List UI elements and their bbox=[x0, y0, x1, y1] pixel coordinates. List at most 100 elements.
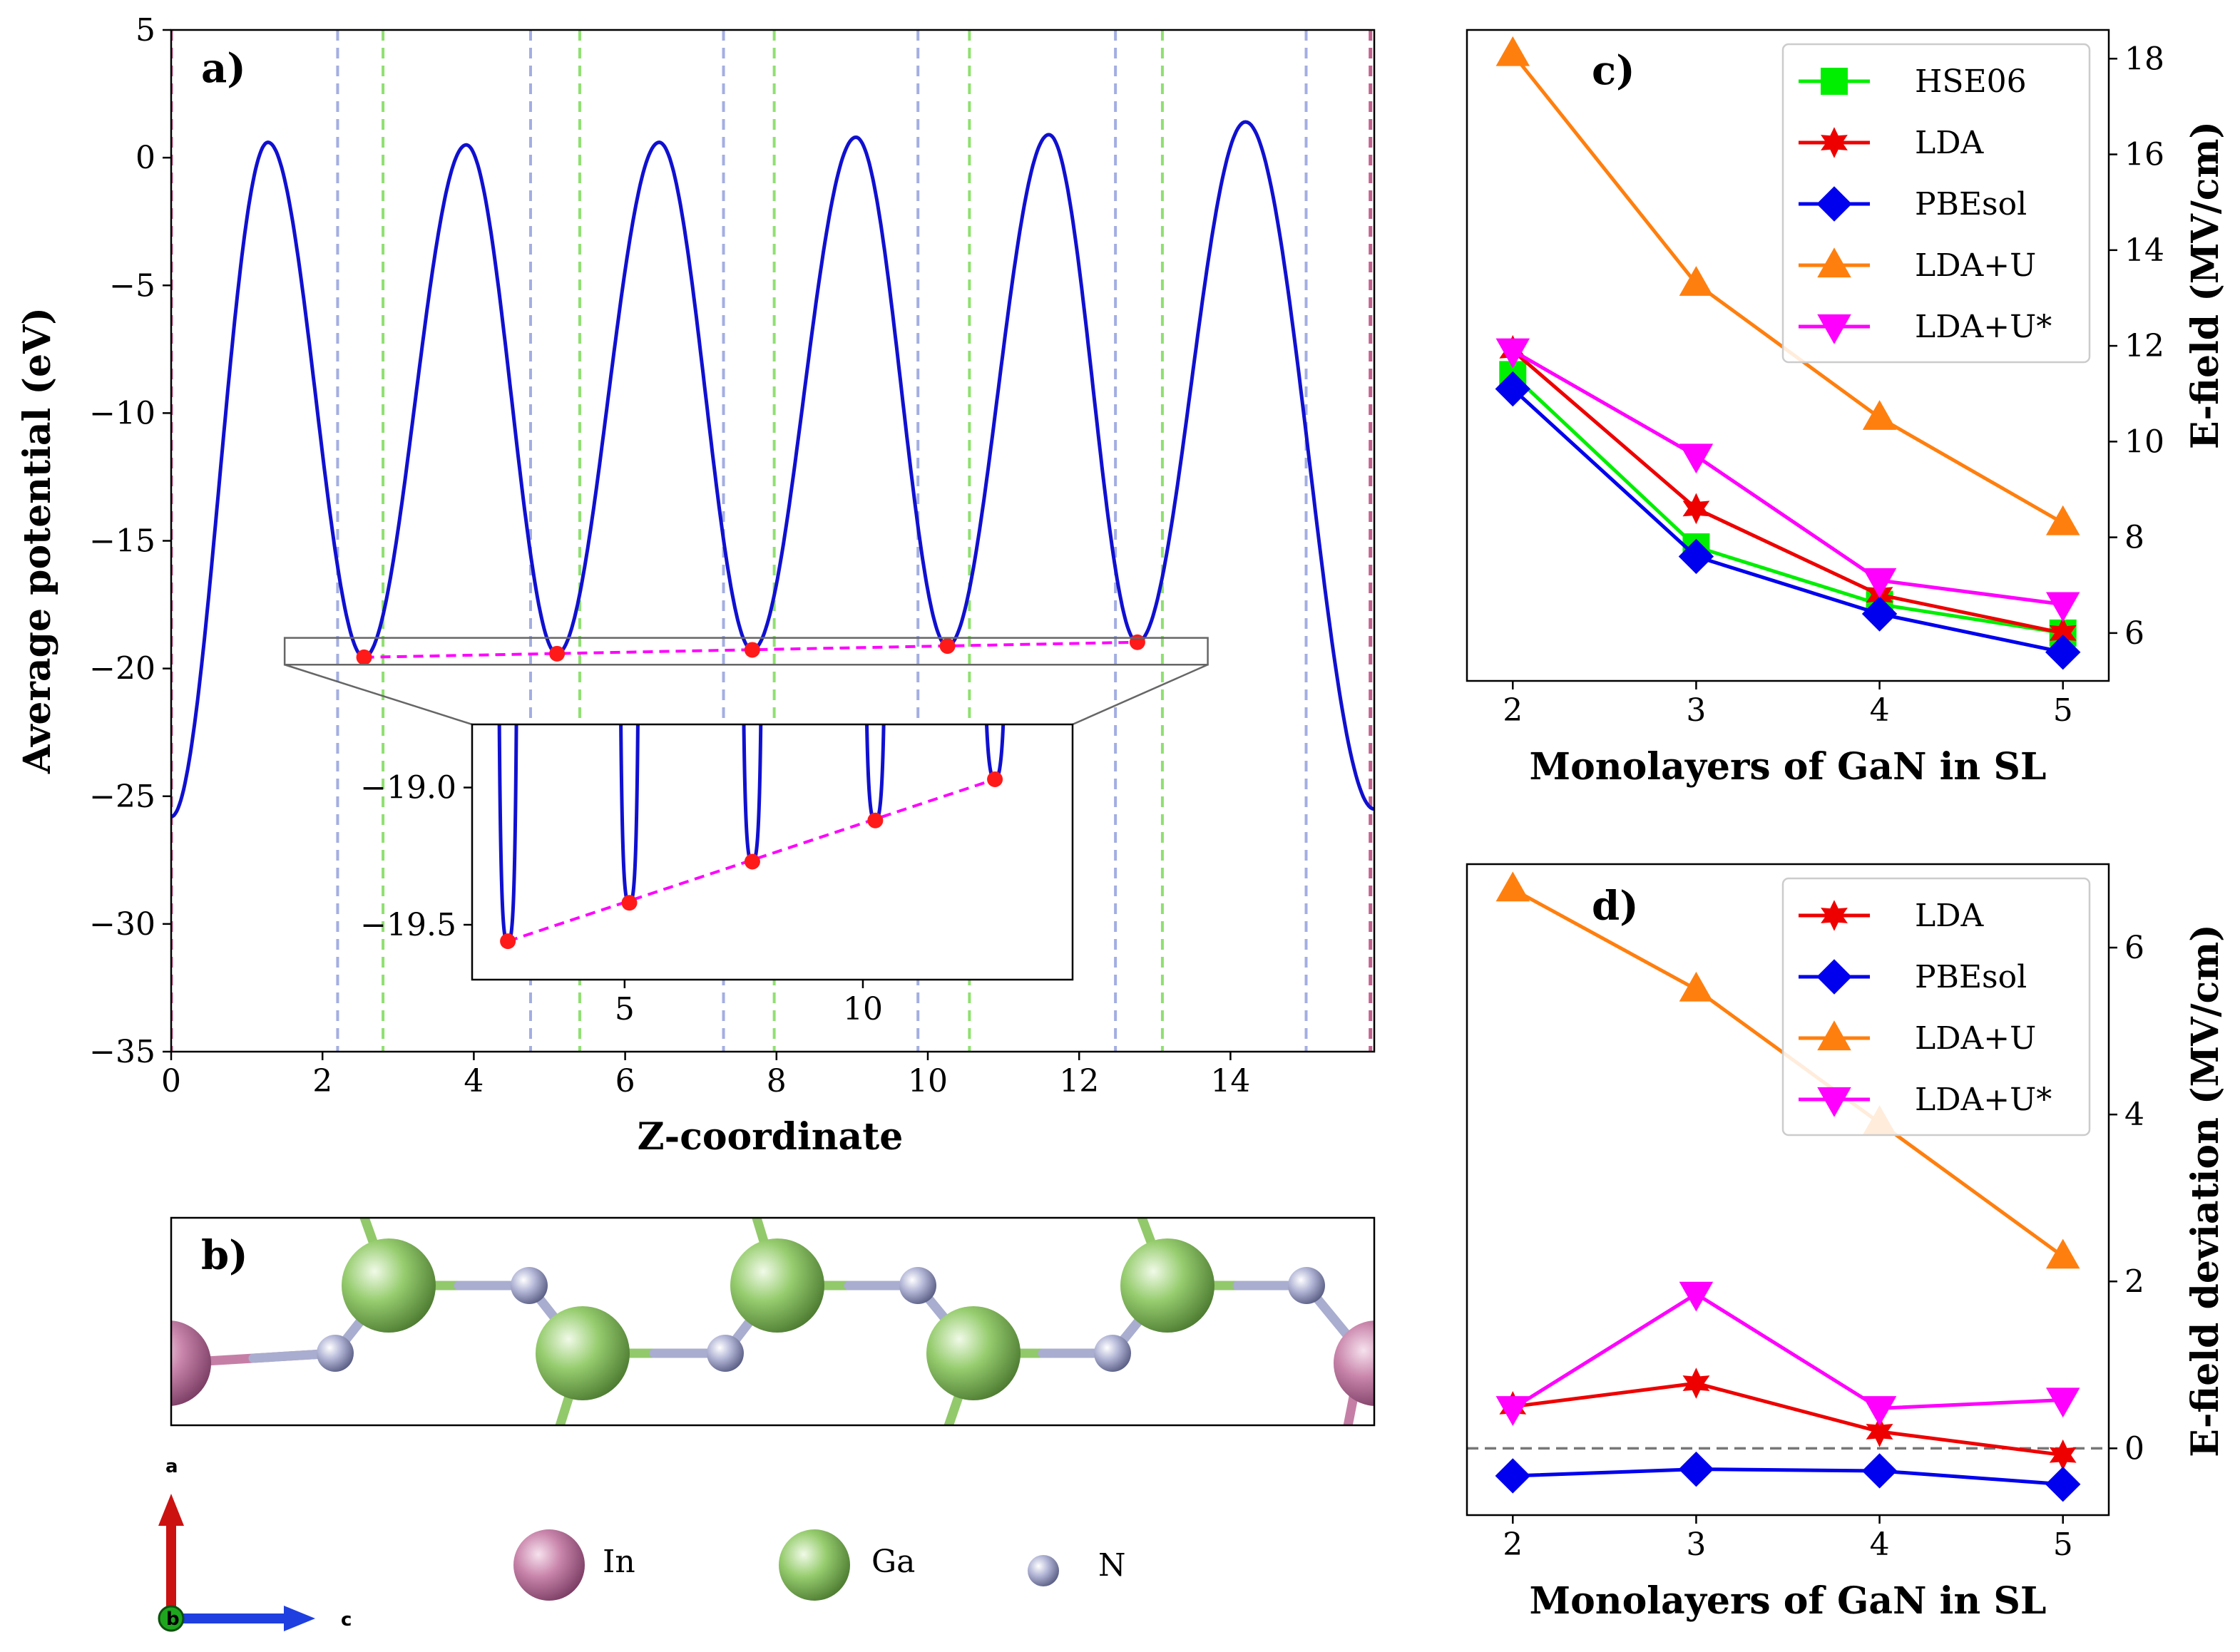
d-data-point bbox=[2049, 1439, 2077, 1471]
d-y-ticks: 0 2 4 6 bbox=[2109, 930, 2144, 1467]
b-atom-n bbox=[899, 1267, 936, 1304]
d-data-point bbox=[2045, 1387, 2080, 1418]
d-x-tick-label: 2 bbox=[1503, 1527, 1523, 1563]
c-series-pbesol bbox=[1495, 371, 2081, 670]
a-minimum-point bbox=[744, 642, 760, 658]
c-x-axis-label: Monolayers of GaN in SL bbox=[1530, 745, 2047, 789]
a-x-ticks: 0 2 4 6 8 10 12 14 bbox=[161, 1052, 1250, 1099]
d-legend-label: LDA+U bbox=[1915, 1020, 2036, 1057]
d-data-point bbox=[1495, 871, 1530, 902]
c-data-point bbox=[2045, 505, 2080, 535]
c-data-point bbox=[2045, 635, 2081, 670]
c-series-line bbox=[1511, 373, 2064, 635]
d-legend-label: LDA+U* bbox=[1915, 1082, 2052, 1118]
d-data-point bbox=[2045, 1466, 2081, 1502]
a-x-tick-label: 10 bbox=[908, 1063, 948, 1099]
legend-n-label: N bbox=[1098, 1547, 1126, 1584]
d-x-ticks: 2 3 4 5 bbox=[1503, 1515, 2073, 1563]
a-x-axis-label: Z-coordinate bbox=[638, 1115, 904, 1159]
c-legend-box bbox=[1781, 43, 2091, 364]
c-legend-marker bbox=[1816, 186, 1852, 222]
a-x-tick-label: 2 bbox=[312, 1063, 332, 1099]
a-inset-point bbox=[500, 933, 516, 950]
c-y-tick-label: 6 bbox=[2124, 615, 2144, 652]
c-series-line bbox=[1511, 349, 2064, 635]
d-legend-label: LDA bbox=[1915, 898, 1984, 934]
b-atom-n bbox=[511, 1267, 548, 1304]
panel-d: 2 3 4 5 0 2 4 6 d) Monolayers of GaN in SL E-f… bbox=[1466, 863, 2227, 1623]
d-y-tick-label: 2 bbox=[2124, 1263, 2144, 1300]
a-minimum-point bbox=[939, 638, 956, 655]
d-legend-label: PBEsol bbox=[1915, 959, 2027, 995]
d-axes-frame bbox=[1466, 863, 2110, 1517]
a-minima-points bbox=[356, 634, 1145, 665]
c-data-point bbox=[1495, 338, 1530, 369]
a-y-axis-label: Average potential (eV) bbox=[16, 307, 59, 774]
b-atom-legend: In Ga N bbox=[513, 1529, 1126, 1601]
d-data-point bbox=[1866, 1416, 1893, 1447]
b-atom-ga bbox=[342, 1238, 436, 1333]
axis-b-label: b bbox=[166, 1609, 180, 1630]
a-zoom-connector bbox=[284, 664, 473, 726]
legend-ga-swatch bbox=[779, 1529, 850, 1601]
a-panel-label: a) bbox=[201, 45, 246, 92]
c-x-tick-label: 5 bbox=[2053, 692, 2073, 729]
legend-in-swatch bbox=[513, 1529, 585, 1601]
c-data-point bbox=[2045, 592, 2080, 622]
c-y-tick-label: 16 bbox=[2124, 137, 2164, 173]
a-inset-x-ticks: 5 10 bbox=[615, 980, 883, 1027]
d-legend-marker bbox=[1816, 959, 1852, 995]
c-data-point bbox=[1495, 36, 1530, 66]
a-minimum-point bbox=[356, 649, 372, 665]
axis-a-arrowhead bbox=[158, 1494, 184, 1526]
a-y-tick-label: −20 bbox=[89, 651, 155, 687]
d-y-tick-label: 4 bbox=[2124, 1097, 2144, 1133]
b-atom-ga bbox=[536, 1306, 630, 1400]
d-panel-label: d) bbox=[1592, 883, 1639, 930]
d-series bbox=[1495, 871, 2081, 1502]
b-atom-in bbox=[1334, 1320, 1374, 1406]
a-y-tick-label: −15 bbox=[89, 523, 155, 560]
a-x-tick-label: 0 bbox=[161, 1063, 181, 1099]
c-legend-label: HSE06 bbox=[1915, 63, 2027, 100]
c-x-tick-label: 3 bbox=[1686, 692, 1706, 729]
b-atom-in bbox=[171, 1320, 211, 1406]
a-y-tick-label: 0 bbox=[135, 140, 155, 176]
c-series-line bbox=[1512, 349, 2064, 607]
a-zoom-connector bbox=[1072, 664, 1209, 726]
c-data-point bbox=[1678, 538, 1714, 575]
c-y-ticks: 6 8 10 12 14 16 18 bbox=[2109, 41, 2164, 652]
b-panel-label: b) bbox=[201, 1232, 248, 1279]
b-atom-n bbox=[707, 1335, 744, 1372]
c-data-point bbox=[1862, 400, 1897, 430]
d-series-line bbox=[1511, 1291, 2063, 1410]
c-series-line bbox=[1511, 387, 2064, 655]
c-data-point bbox=[2049, 617, 2077, 649]
a-y-tick-label: −35 bbox=[89, 1034, 155, 1070]
a-y-ticks: 5 0 −5 −10 −15 −20 −25 −30 −35 bbox=[89, 12, 171, 1070]
d-legend-marker bbox=[1821, 900, 1848, 931]
c-legend-label: LDA bbox=[1915, 125, 1984, 161]
c-y-tick-label: 12 bbox=[2124, 328, 2164, 364]
a-minimum-point bbox=[549, 645, 566, 662]
legend-n-swatch bbox=[1028, 1555, 1059, 1586]
legend-ga-label: Ga bbox=[871, 1544, 915, 1580]
a-inset-x-tick-label: 10 bbox=[843, 991, 883, 1027]
a-y-tick-label: −10 bbox=[89, 395, 155, 431]
d-x-axis-label: Monolayers of GaN in SL bbox=[1530, 1579, 2047, 1623]
c-data-point bbox=[1861, 596, 1898, 632]
a-y-tick-label: −5 bbox=[109, 267, 155, 304]
b-atom-n bbox=[317, 1335, 354, 1372]
c-legend-marker bbox=[1817, 247, 1851, 278]
a-inset-frame bbox=[471, 723, 1074, 981]
d-data-point bbox=[1679, 971, 1714, 1002]
d-data-point bbox=[1862, 1396, 1897, 1426]
a-inset-point bbox=[744, 853, 760, 870]
a-zoom-box bbox=[283, 637, 1209, 666]
d-legend-box bbox=[1781, 877, 2091, 1137]
d-series-pbesol bbox=[1495, 1451, 2081, 1502]
c-legend-label: PBEsol bbox=[1915, 186, 2027, 222]
b-atom-n bbox=[1288, 1267, 1325, 1304]
a-x-tick-label: 6 bbox=[615, 1063, 635, 1099]
b-structure bbox=[171, 1218, 1374, 1425]
